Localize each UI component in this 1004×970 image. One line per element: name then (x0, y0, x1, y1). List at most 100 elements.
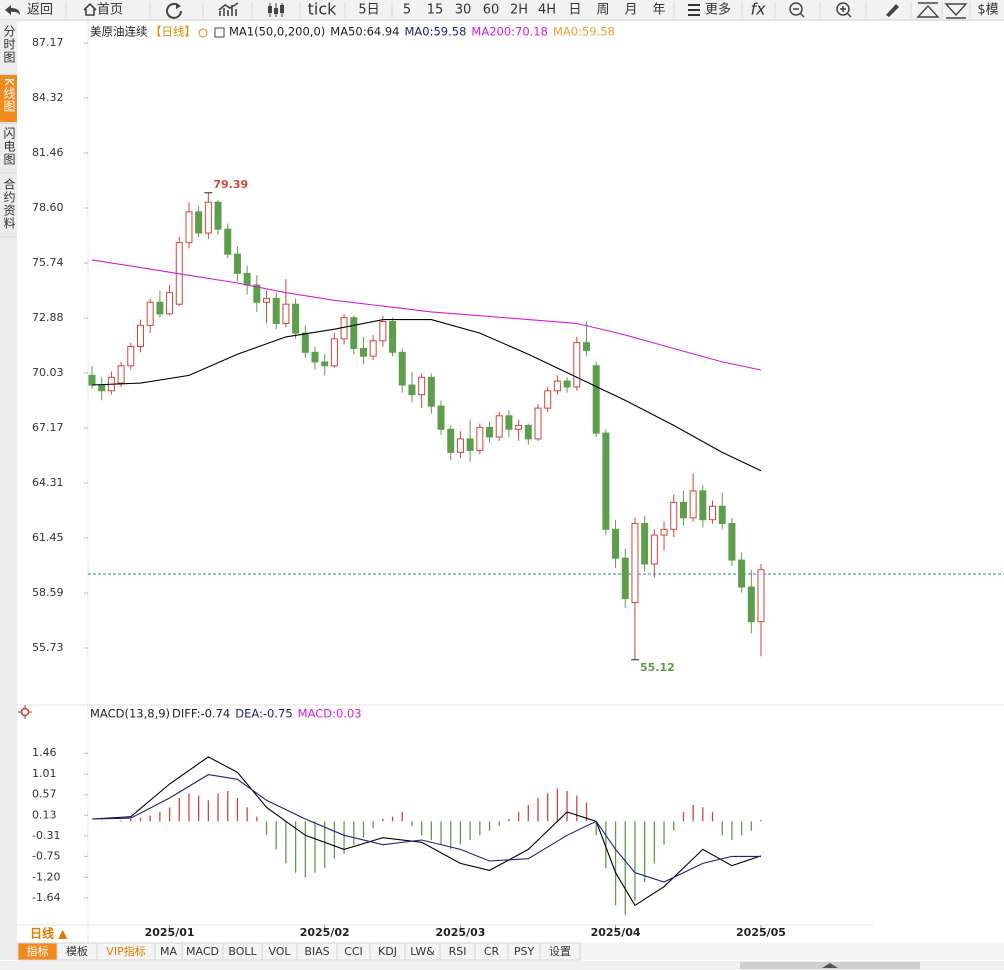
legend-item: DEA:-0.75 (235, 707, 292, 721)
legend-item: DIFF:-0.74 (172, 707, 230, 721)
candle-body (709, 505, 717, 521)
bottom-tab-bg (539, 942, 581, 961)
bottom-tab[interactable]: KDJ (378, 945, 397, 958)
legend-icon (214, 27, 225, 38)
toolbar-button[interactable]: 更多 (705, 2, 731, 18)
side-tab[interactable]: 合约资料 (2, 177, 16, 230)
toolbar-button[interactable]: 15 (427, 3, 444, 18)
candle-body (650, 534, 658, 565)
candle-body (350, 317, 358, 349)
back-icon[interactable] (5, 5, 20, 15)
toolbar-button[interactable]: $模 (977, 3, 998, 18)
bottom-tab[interactable]: BIAS (304, 945, 329, 958)
toolbar-button[interactable]: fx (750, 0, 766, 19)
legend-item: MACD:0.03 (298, 707, 362, 721)
settings-icon[interactable] (18, 705, 32, 719)
y-tick-label: 87.17 (32, 36, 64, 49)
toolbar-button[interactable]: 首页 (97, 3, 123, 18)
bottom-tab[interactable]: PSY (514, 945, 535, 958)
zoom-in-icon[interactable] (836, 2, 850, 16)
bottom-tab[interactable]: MA (160, 945, 177, 958)
candle-body (660, 528, 668, 536)
bottom-tab[interactable]: CR (484, 945, 500, 958)
candle-body (699, 490, 707, 521)
bottom-tab[interactable]: 模板 (66, 944, 88, 958)
candle-body (641, 523, 649, 565)
candle-body (592, 365, 600, 434)
candle-body (398, 351, 406, 386)
side-strip (0, 20, 17, 960)
shape-up-icon[interactable] (916, 2, 940, 18)
y-tick-label: 1.46 (32, 746, 57, 759)
candle-body (389, 321, 397, 353)
bottom-tab[interactable]: 设置 (549, 945, 571, 958)
bottom-tab[interactable]: 指标 (27, 944, 49, 958)
toolbar-button[interactable]: tick (308, 0, 338, 19)
candle-body (379, 321, 387, 342)
candle-body (476, 426, 484, 451)
legend-item: MA200:70.18 (471, 25, 548, 39)
chart-title: MACD(13,8,9) (90, 707, 170, 721)
bottom-tab[interactable]: CCI (344, 945, 363, 958)
menu-icon[interactable] (688, 4, 700, 16)
chart-icon[interactable] (218, 2, 239, 16)
toolbar-button[interactable]: 2H (510, 3, 528, 18)
candle-body (447, 428, 455, 453)
candle-body (563, 380, 571, 388)
candle-body (311, 351, 319, 363)
scroll-arrow (822, 963, 838, 968)
toolbar-button[interactable]: 日 (568, 3, 581, 18)
toolbar-button[interactable]: 月 (624, 3, 637, 18)
period-label[interactable]: 日线 ▲ (30, 926, 68, 941)
candle-body (505, 415, 513, 430)
candle-body (195, 211, 203, 234)
toolbar-button[interactable]: 5 (403, 3, 411, 18)
toolbar-button[interactable]: 4H (538, 3, 556, 18)
ma-line (91, 259, 762, 371)
candle-body (127, 346, 135, 367)
candle-body (679, 501, 687, 519)
bottom-tab[interactable]: VOL (268, 945, 291, 958)
toolbar-button[interactable]: 年 (652, 3, 665, 18)
pencil-icon[interactable] (886, 4, 899, 17)
toolbar-button[interactable]: 返回 (27, 3, 53, 18)
ma-line (91, 774, 761, 883)
shape-down-icon[interactable] (944, 3, 968, 19)
legend-item: MA50:64.94 (330, 25, 399, 39)
toolbar-button[interactable]: 30 (455, 3, 472, 18)
bottom-tab[interactable]: BOLL (228, 945, 257, 958)
side-tab[interactable]: 闪电图 (2, 127, 16, 166)
y-tick-label: 0.57 (32, 788, 57, 801)
side-tab-active (0, 75, 17, 122)
zoom-out-icon[interactable] (789, 2, 803, 16)
bottom-tab[interactable]: RSI (449, 945, 467, 958)
side-tab[interactable]: 分时图 (2, 25, 16, 64)
y-tick-label: -1.20 (32, 870, 60, 883)
candle-body (117, 365, 125, 384)
candle-body (427, 376, 435, 407)
toolbar-button[interactable]: 5日 (358, 3, 379, 18)
candle-body (553, 380, 561, 392)
y-tick-label: 84.32 (32, 91, 64, 104)
legend-item: MA0:59.58 (405, 25, 467, 39)
side-tab[interactable]: K线图 (2, 78, 16, 113)
candle-body (166, 292, 174, 315)
home-icon[interactable] (83, 2, 97, 16)
candle-icon[interactable] (268, 5, 284, 14)
candle-body (321, 361, 329, 367)
refresh-icon[interactable] (166, 2, 182, 19)
bottom-tab[interactable]: VIP指标 (106, 944, 145, 958)
y-tick-label: 64.31 (32, 476, 64, 489)
candle-body (301, 332, 309, 353)
candle-body (146, 301, 154, 326)
toolbar-button[interactable]: 周 (596, 3, 609, 18)
toolbar-button[interactable]: 60 (483, 3, 500, 18)
y-tick-label: 0.13 (32, 808, 57, 821)
bottom-tab[interactable]: MACD (186, 945, 219, 958)
bottom-tab[interactable]: LW& (410, 945, 435, 958)
legend-item: MA1(50,0,200,0) (229, 25, 325, 39)
toolbar (0, 0, 1004, 20)
zoom-out-glyph (793, 8, 805, 18)
candle-body (408, 384, 416, 396)
